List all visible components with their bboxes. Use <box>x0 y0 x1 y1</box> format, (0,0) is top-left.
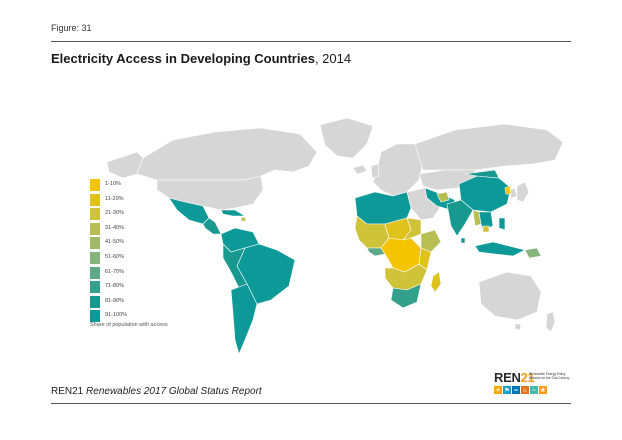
caribbean <box>220 209 247 217</box>
wind-icon: ⚑ <box>503 386 511 394</box>
greenland <box>319 117 374 159</box>
ren21-logo: REN21 Renewable Energy Policy Network fo… <box>494 370 574 402</box>
logo-word-right: 21 <box>520 370 535 385</box>
asia <box>424 169 542 259</box>
southern-cone <box>230 283 258 355</box>
cambodia <box>482 225 490 233</box>
legend-label: 11-20% <box>105 195 124 202</box>
legend-swatch <box>90 251 100 264</box>
logo-word-left: REN <box>494 370 521 385</box>
europe <box>372 143 424 197</box>
russia <box>414 123 564 171</box>
legend-label: 31-40% <box>105 224 124 231</box>
afghanistan <box>436 191 450 203</box>
logo-tagline: Renewable Energy Policy Network for the … <box>529 372 570 380</box>
sri-lanka <box>460 237 466 244</box>
logo-icon-row: ☀ ⚑ ≈ ♨ ∼ ❀ <box>494 386 547 394</box>
alaska <box>106 151 144 179</box>
figure-label: Figure: 31 <box>51 23 92 33</box>
japan <box>516 181 530 203</box>
haiti <box>240 216 247 222</box>
legend-label: 41-50% <box>105 239 124 246</box>
leaf-icon: ❀ <box>539 386 547 394</box>
africa <box>354 191 442 309</box>
usa <box>156 175 264 211</box>
uk <box>370 163 380 179</box>
legend-swatch <box>90 222 100 235</box>
madagascar <box>430 271 442 293</box>
new-zealand <box>545 311 556 333</box>
footer-org: REN21 <box>51 386 84 397</box>
logo-wordmark: REN21 <box>494 370 535 385</box>
legend-caption: Share of population with access <box>90 322 168 328</box>
bottom-rule <box>51 403 571 404</box>
legend-swatch <box>90 295 100 308</box>
legend-swatch <box>90 310 100 323</box>
legend-label: 1-10% <box>105 181 121 187</box>
title-main: Electricity Access in Developing Countri… <box>51 51 315 66</box>
korea <box>508 187 518 199</box>
flame-icon: ♨ <box>521 386 529 394</box>
title-year: , 2014 <box>314 51 352 66</box>
southern-africa <box>390 283 422 309</box>
figure-title: Electricity Access in Developing Countri… <box>51 51 351 66</box>
footer-report: Renewables 2017 Global Status Report <box>86 386 262 397</box>
canada <box>136 127 318 181</box>
world-map <box>106 117 564 355</box>
legend-label: 51-60% <box>105 253 124 260</box>
wave-icon: ∼ <box>530 386 538 394</box>
legend-label: 71-80% <box>105 283 124 290</box>
legend-label: 61-70% <box>105 268 124 275</box>
latin-america <box>168 197 296 355</box>
legend-swatch <box>90 193 100 206</box>
angola-zambia <box>384 263 428 291</box>
horn-of-africa <box>420 229 442 253</box>
iceland <box>352 164 368 175</box>
legend-swatch <box>90 281 100 294</box>
water-icon: ≈ <box>512 386 520 394</box>
philippines <box>498 217 506 231</box>
australia <box>478 271 542 321</box>
no-data-land <box>106 117 564 333</box>
mongolia <box>464 169 500 179</box>
top-rule <box>51 41 571 42</box>
legend-swatch <box>90 179 100 191</box>
legend-label: 91-100% <box>105 312 128 319</box>
legend-label: 21-30% <box>105 210 124 217</box>
footer-source: REN21 Renewables 2017 Global Status Repo… <box>51 386 262 397</box>
legend-swatch <box>90 266 100 279</box>
north-korea <box>504 185 512 195</box>
indonesia <box>474 241 526 257</box>
tasmania <box>514 323 522 331</box>
india <box>446 199 474 237</box>
legend-swatch <box>90 237 100 250</box>
west-africa-coast <box>366 247 386 257</box>
legend-swatch <box>90 208 100 221</box>
sun-icon: ☀ <box>494 386 502 394</box>
legend-label: 81-90% <box>105 297 124 304</box>
papua <box>524 247 542 259</box>
